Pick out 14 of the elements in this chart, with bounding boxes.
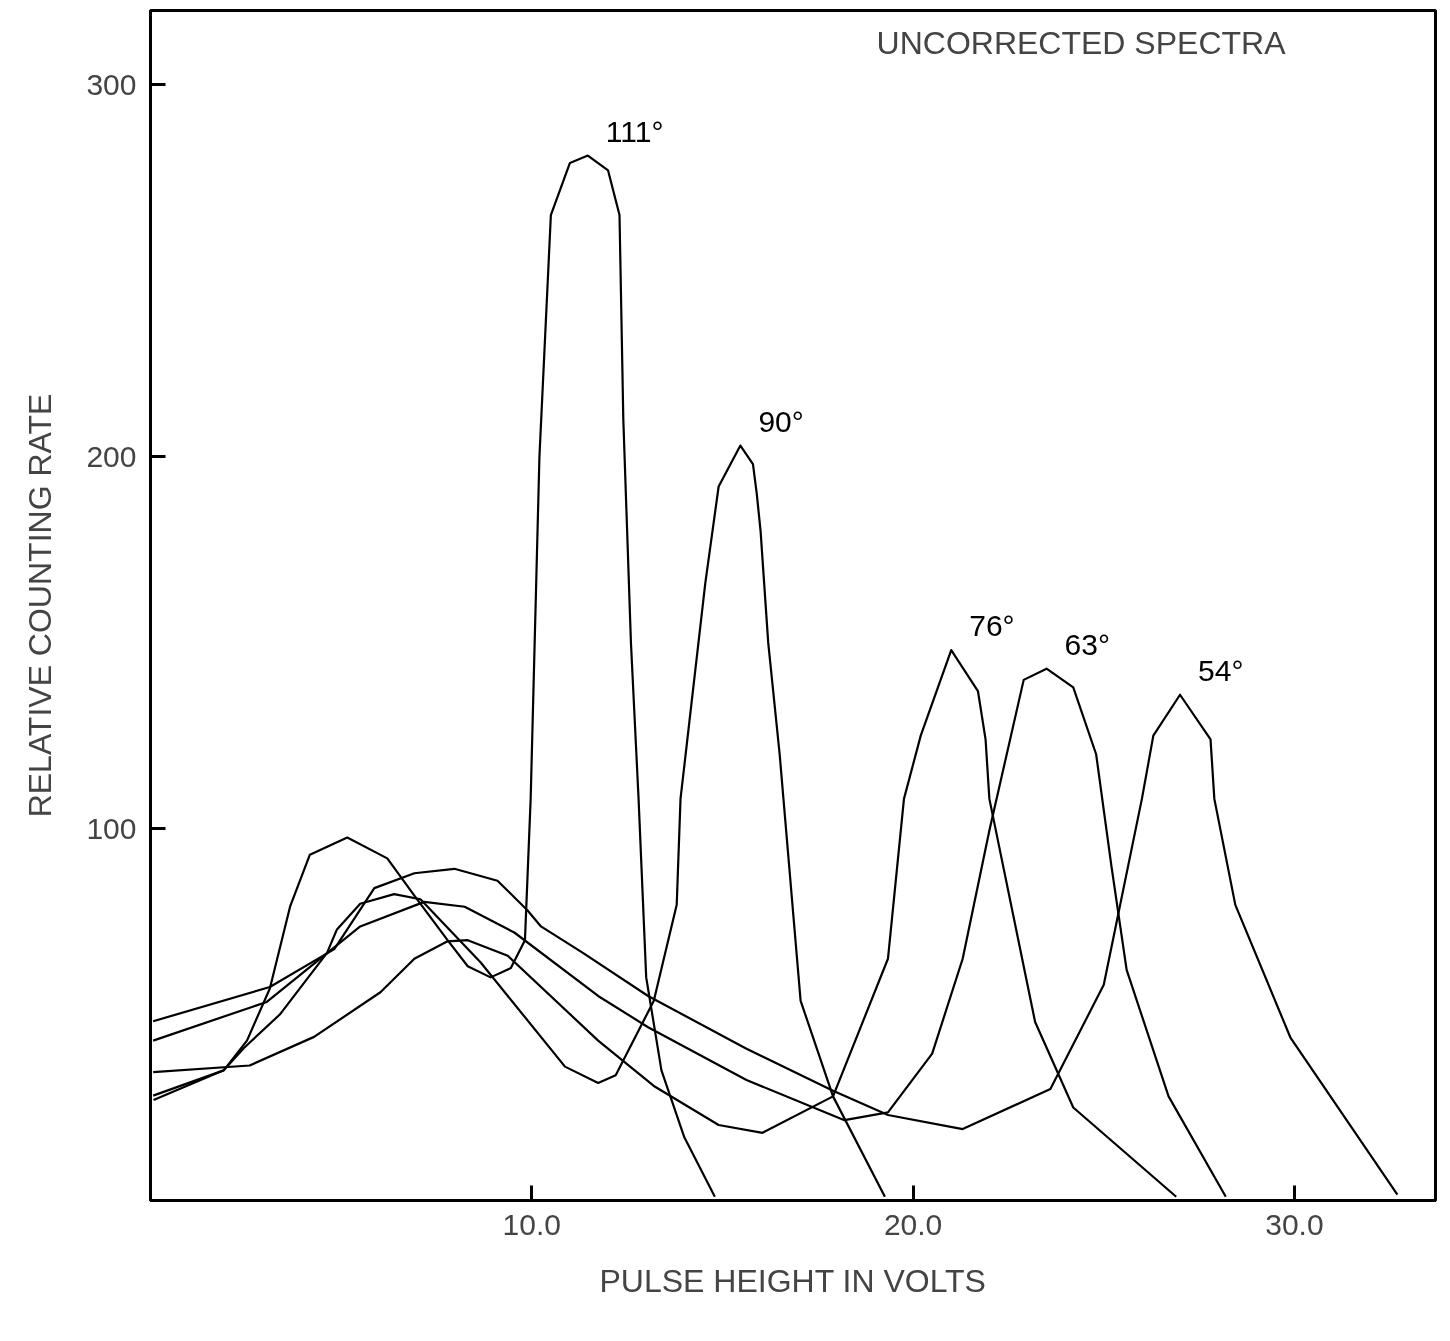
series-label: 63°: [1064, 627, 1110, 661]
text: UNCORRECTED SPECTRA: [876, 24, 1287, 61]
y-tick-label: 200: [86, 439, 137, 473]
series-label: 76°: [969, 609, 1015, 643]
x-tick-label: 30.0: [1265, 1207, 1324, 1241]
y-tick-label: 300: [86, 67, 137, 101]
y-tick-label: 100: [86, 811, 137, 845]
x-axis-title: PULSE HEIGHT IN VOLTS: [599, 1262, 986, 1299]
y-axis-title: RELATIVE COUNTING RATE: [22, 393, 59, 818]
series-label: 90°: [758, 404, 804, 438]
series-label: 54°: [1198, 653, 1244, 687]
x-tick-label: 10.0: [502, 1207, 561, 1241]
x-tick-label: 20.0: [883, 1207, 943, 1241]
series-label: 111°: [605, 114, 664, 148]
